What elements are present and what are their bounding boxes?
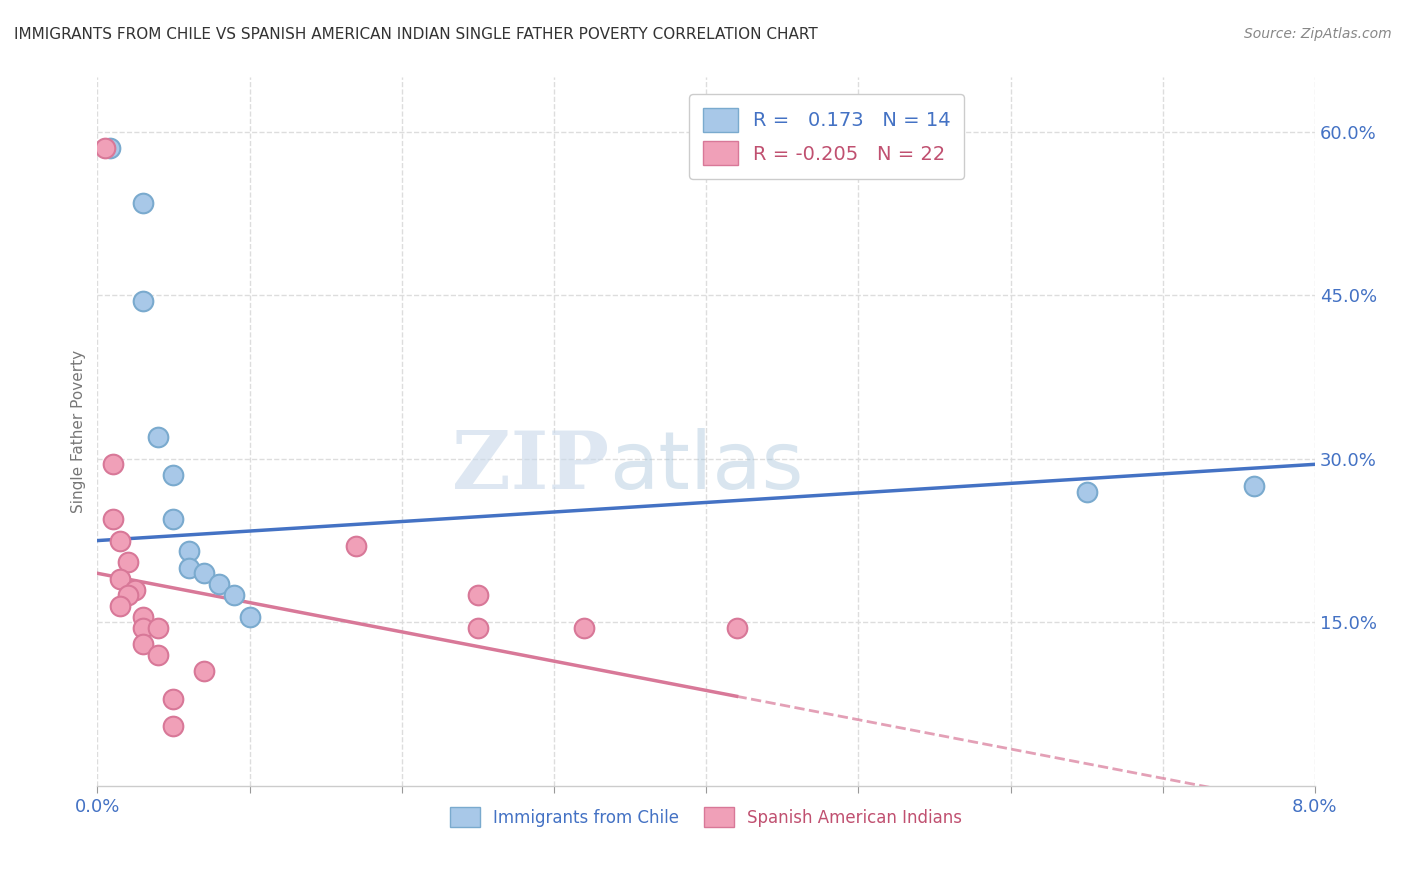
Point [162,512,184,526]
Point [108,533,131,548]
Point [148,648,170,662]
Point [177,544,200,558]
Point [725,621,748,635]
Point [162,691,184,706]
Point [132,637,155,651]
Point [467,588,489,602]
Point [162,468,184,483]
Text: IMMIGRANTS FROM CHILE VS SPANISH AMERICAN INDIAN SINGLE FATHER POVERTY CORRELATI: IMMIGRANTS FROM CHILE VS SPANISH AMERICA… [14,27,818,42]
Point [132,610,155,624]
Text: ZIP: ZIP [451,428,609,506]
Point [148,621,170,635]
Point [117,555,139,569]
Point [132,293,155,308]
Text: atlas: atlas [609,428,803,506]
Point [108,599,131,613]
Point [132,195,155,210]
Point [101,458,124,472]
Point [148,430,170,444]
Point [124,582,146,597]
Legend: Immigrants from Chile, Spanish American Indians: Immigrants from Chile, Spanish American … [443,800,969,834]
Point [238,610,260,624]
Point [108,572,131,586]
Text: Source: ZipAtlas.com: Source: ZipAtlas.com [1244,27,1392,41]
Y-axis label: Single Father Poverty: Single Father Poverty [72,350,86,513]
Point [193,566,215,581]
Point [224,588,246,602]
Point [177,561,200,575]
Point [162,719,184,733]
Point [101,512,124,526]
Point [1243,479,1265,493]
Point [344,539,367,553]
Point [98,141,121,155]
Point [1076,484,1098,499]
Point [132,621,155,635]
Point [94,141,117,155]
Point [208,577,231,591]
Point [193,665,215,679]
Point [117,588,139,602]
Point [467,621,489,635]
Point [574,621,596,635]
